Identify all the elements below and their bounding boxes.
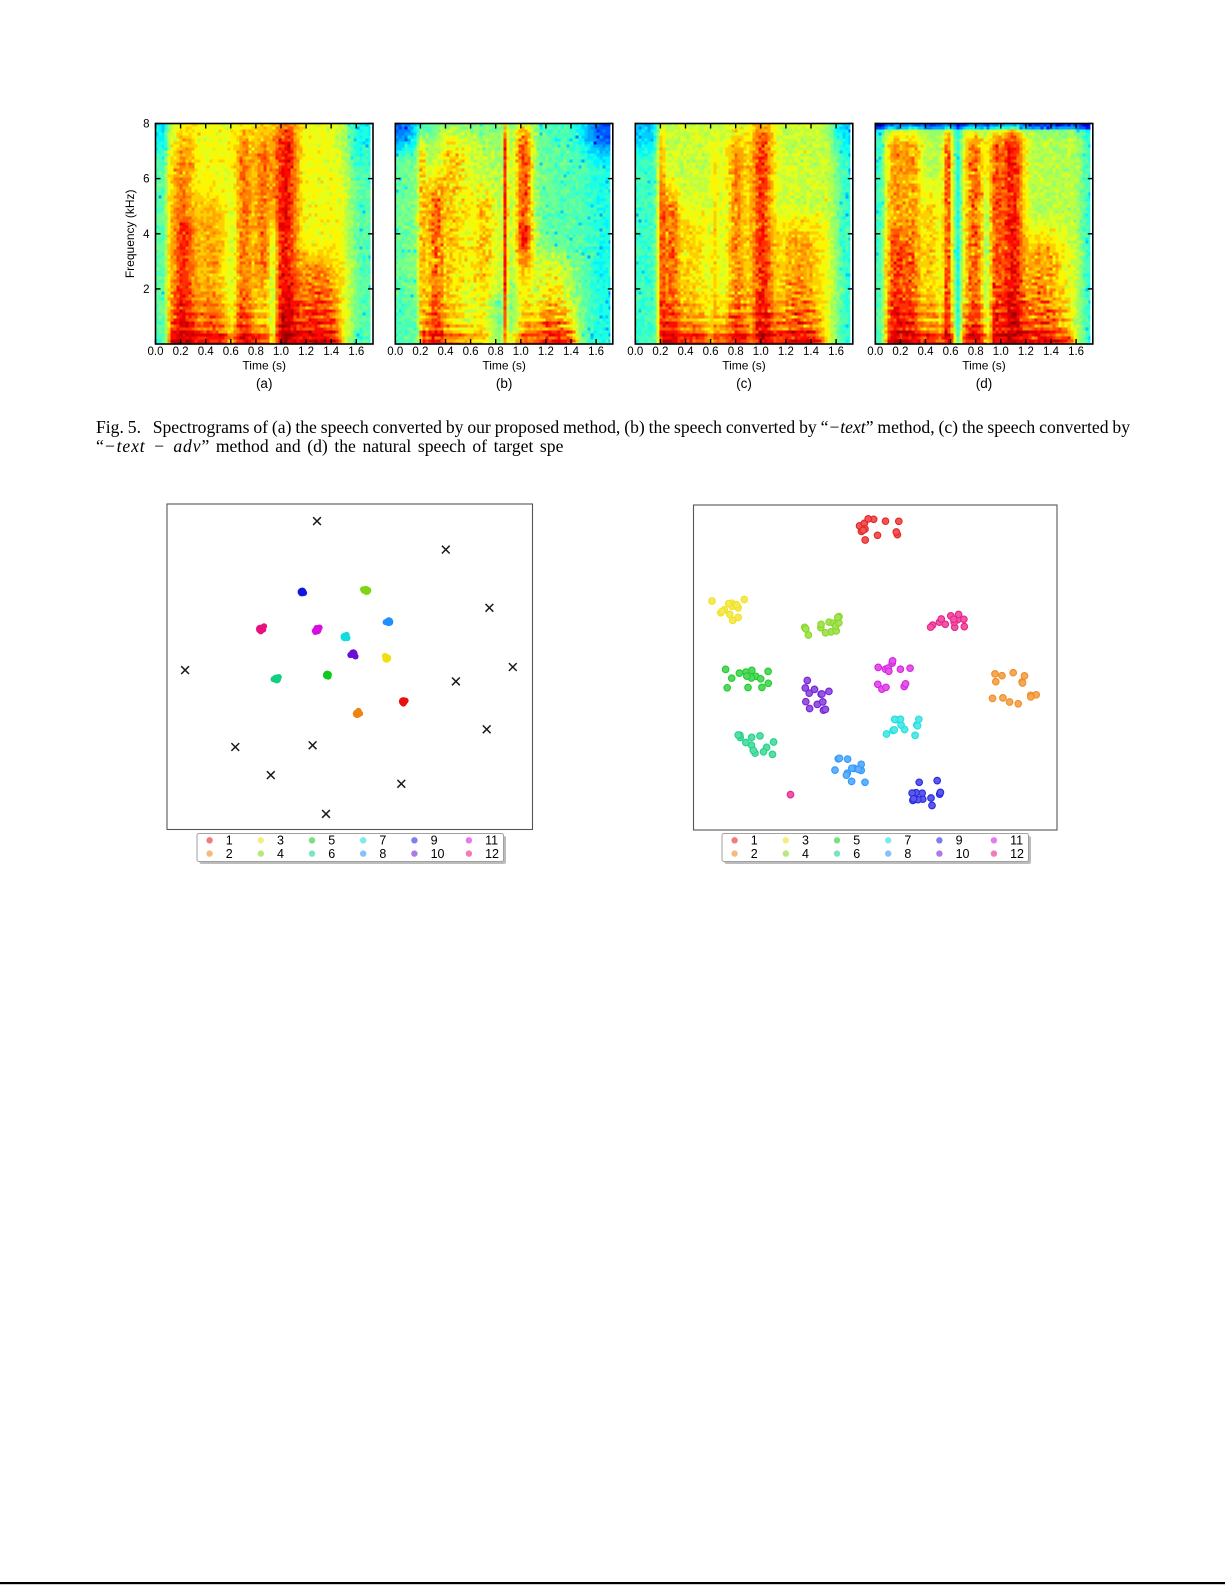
- svg-text:0.6: 0.6: [223, 346, 239, 358]
- svg-text:0.8: 0.8: [728, 346, 744, 358]
- svg-text:Time (s): Time (s): [962, 359, 1006, 373]
- svg-text:8: 8: [143, 119, 149, 131]
- svg-text:Time (s): Time (s): [482, 359, 526, 373]
- svg-text:5: 5: [853, 834, 860, 848]
- svg-text:8: 8: [904, 847, 911, 861]
- svg-text:12: 12: [1010, 847, 1024, 861]
- svg-text:1.2: 1.2: [538, 346, 554, 358]
- svg-text:2: 2: [143, 284, 149, 296]
- svg-text:4: 4: [143, 229, 150, 241]
- svg-text:0.0: 0.0: [387, 346, 403, 358]
- svg-text:9: 9: [431, 834, 438, 848]
- svg-text:1.4: 1.4: [323, 346, 340, 358]
- svg-text:0.8: 0.8: [248, 346, 264, 358]
- svg-text:0.2: 0.2: [652, 346, 668, 358]
- svg-text:0.4: 0.4: [918, 346, 935, 358]
- svg-text:Frequency (kHz): Frequency (kHz): [123, 189, 137, 278]
- svg-text:10: 10: [431, 847, 445, 861]
- svg-text:1.2: 1.2: [1018, 346, 1034, 358]
- svg-text:1: 1: [751, 834, 758, 848]
- svg-text:5: 5: [328, 834, 335, 848]
- svg-text:0.6: 0.6: [703, 346, 719, 358]
- svg-text:12: 12: [485, 847, 499, 861]
- svg-text:(a): (a): [256, 376, 273, 391]
- svg-text:0.2: 0.2: [173, 346, 189, 358]
- svg-text:0.2: 0.2: [892, 346, 908, 358]
- svg-text:0.6: 0.6: [943, 346, 959, 358]
- svg-text:7: 7: [904, 834, 911, 848]
- svg-text:(d): (d): [976, 376, 993, 391]
- svg-text:1.4: 1.4: [1043, 346, 1060, 358]
- svg-text:1.2: 1.2: [778, 346, 794, 358]
- svg-text:1.6: 1.6: [588, 346, 604, 358]
- svg-text:0.4: 0.4: [198, 346, 215, 358]
- svg-text:Time (s): Time (s): [722, 359, 766, 373]
- svg-text:0.0: 0.0: [627, 346, 643, 358]
- svg-text:6: 6: [853, 847, 860, 861]
- svg-text:0.6: 0.6: [463, 346, 479, 358]
- svg-text:7: 7: [379, 834, 386, 848]
- svg-text:0.0: 0.0: [867, 346, 883, 358]
- svg-text:10: 10: [956, 847, 970, 861]
- svg-text:6: 6: [143, 174, 149, 186]
- svg-text:4: 4: [277, 847, 284, 861]
- svg-text:(c): (c): [736, 376, 752, 391]
- svg-text:0.4: 0.4: [438, 346, 455, 358]
- svg-text:Time (s): Time (s): [242, 359, 286, 373]
- svg-text:0.4: 0.4: [678, 346, 695, 358]
- svg-text:1.4: 1.4: [563, 346, 580, 358]
- svg-text:6: 6: [328, 847, 335, 861]
- svg-text:4: 4: [802, 847, 809, 861]
- svg-text:(b): (b): [496, 376, 513, 391]
- svg-text:1.4: 1.4: [803, 346, 820, 358]
- svg-text:11: 11: [1010, 834, 1023, 848]
- svg-text:0.8: 0.8: [968, 346, 984, 358]
- svg-text:1.6: 1.6: [828, 346, 844, 358]
- svg-text:1.6: 1.6: [348, 346, 364, 358]
- svg-text:3: 3: [802, 834, 809, 848]
- svg-text:2: 2: [751, 847, 758, 861]
- svg-text:1.0: 1.0: [513, 346, 529, 358]
- svg-text:1.0: 1.0: [993, 346, 1009, 358]
- svg-text:9: 9: [956, 834, 963, 848]
- svg-text:1.0: 1.0: [273, 346, 289, 358]
- svg-text:1.0: 1.0: [753, 346, 769, 358]
- svg-text:8: 8: [379, 847, 386, 861]
- svg-text:0.8: 0.8: [488, 346, 504, 358]
- svg-text:3: 3: [277, 834, 284, 848]
- svg-text:0.2: 0.2: [412, 346, 428, 358]
- svg-text:0.0: 0.0: [148, 346, 164, 358]
- svg-text:2: 2: [226, 847, 233, 861]
- svg-text:1: 1: [226, 834, 233, 848]
- svg-text:1.6: 1.6: [1068, 346, 1084, 358]
- svg-text:1.2: 1.2: [298, 346, 314, 358]
- svg-text:11: 11: [485, 834, 498, 848]
